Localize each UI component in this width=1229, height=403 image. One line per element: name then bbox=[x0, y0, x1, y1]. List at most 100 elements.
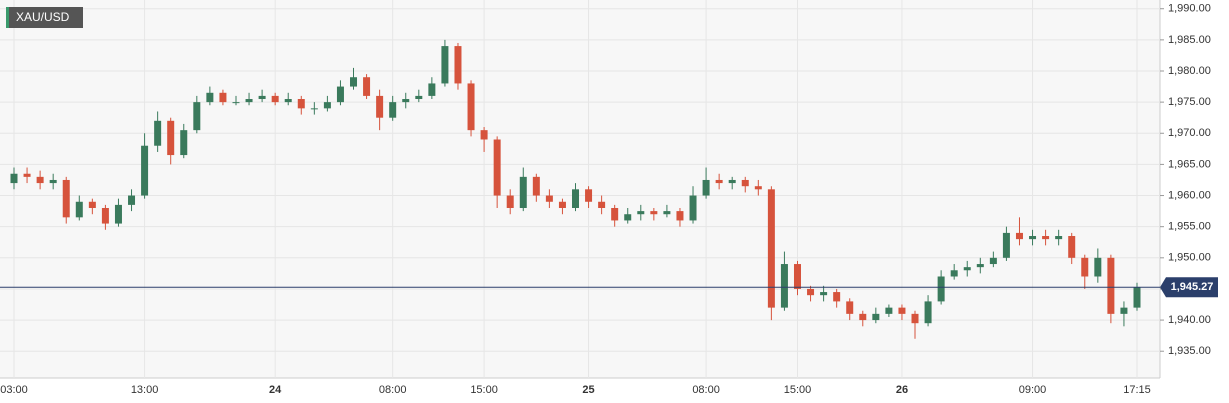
y-tick-label: 1,990.00 bbox=[1168, 3, 1211, 15]
candle-body bbox=[715, 179, 723, 184]
candle-body bbox=[859, 313, 867, 321]
candle-body bbox=[310, 108, 318, 110]
candle-body bbox=[924, 301, 932, 324]
candle-body bbox=[415, 95, 423, 100]
candle-body bbox=[258, 95, 266, 100]
candle-body bbox=[493, 139, 501, 196]
candle-body bbox=[898, 307, 906, 314]
candle-body bbox=[1133, 287, 1141, 308]
candle-body bbox=[441, 46, 449, 84]
candle-body bbox=[480, 130, 488, 140]
candle-body bbox=[676, 211, 684, 221]
candle-body bbox=[689, 195, 697, 221]
candle-body bbox=[545, 195, 553, 202]
candle-body bbox=[650, 211, 658, 215]
x-tick-label: 08:00 bbox=[379, 384, 407, 396]
candle-body bbox=[1002, 232, 1010, 258]
candle-body bbox=[62, 179, 70, 218]
candle-body bbox=[467, 83, 475, 131]
candle-body bbox=[702, 179, 710, 196]
candle-body bbox=[1015, 232, 1023, 240]
candle-body bbox=[911, 313, 919, 324]
y-tick-label: 1,955.00 bbox=[1168, 221, 1211, 233]
candle-body bbox=[454, 46, 462, 84]
candle-body bbox=[363, 77, 371, 96]
candle-body bbox=[872, 313, 880, 321]
candle-body bbox=[36, 176, 44, 184]
plot-area bbox=[0, 0, 1160, 378]
x-tick-label: 15:00 bbox=[470, 384, 498, 396]
candle-body bbox=[336, 86, 344, 103]
candle-body bbox=[23, 173, 31, 177]
y-tick-label: 1,940.00 bbox=[1168, 314, 1211, 326]
candle-body bbox=[519, 176, 527, 208]
candle-body bbox=[428, 83, 436, 96]
y-tick-label: 1,950.00 bbox=[1168, 252, 1211, 264]
y-tick-label: 1,985.00 bbox=[1168, 34, 1211, 46]
x-tick-label: 17:15 bbox=[1123, 384, 1151, 396]
candle-body bbox=[1068, 236, 1076, 258]
candle-body bbox=[114, 204, 122, 224]
y-tick-label: 1,970.00 bbox=[1168, 127, 1211, 139]
x-tick-label: 26 bbox=[896, 384, 908, 396]
candle-body bbox=[624, 214, 632, 221]
candle-body bbox=[219, 92, 227, 103]
candle-body bbox=[976, 264, 984, 268]
candle-body bbox=[376, 95, 384, 118]
candle-body bbox=[271, 95, 279, 103]
candle-body bbox=[793, 264, 801, 289]
candle-body bbox=[950, 270, 958, 277]
candle-body bbox=[141, 145, 149, 196]
candle-body bbox=[780, 264, 788, 308]
price-axis-area bbox=[1160, 0, 1229, 403]
last-price-tag bbox=[1160, 277, 1218, 298]
candle-body bbox=[767, 189, 775, 308]
candle-body bbox=[741, 179, 749, 187]
candle-body bbox=[245, 99, 253, 103]
candle-body bbox=[389, 102, 397, 118]
candle-body bbox=[1055, 236, 1063, 240]
candle-body bbox=[506, 195, 514, 208]
candle-body bbox=[532, 176, 540, 196]
x-tick-label: 15:00 bbox=[784, 384, 812, 396]
candle-body bbox=[75, 201, 83, 218]
candle-body bbox=[232, 102, 240, 104]
candle-body bbox=[728, 179, 736, 184]
candle-body bbox=[154, 120, 162, 146]
y-tick-label: 1,975.00 bbox=[1168, 96, 1211, 108]
candle-body bbox=[88, 201, 96, 208]
candle-body bbox=[846, 301, 854, 314]
candle-body bbox=[284, 99, 292, 103]
candle-body bbox=[1120, 307, 1128, 314]
y-tick-label: 1,960.00 bbox=[1168, 189, 1211, 201]
candle-body bbox=[128, 195, 136, 205]
candle-body bbox=[572, 189, 579, 208]
x-tick-label: 24 bbox=[269, 384, 282, 396]
candle-body bbox=[754, 186, 762, 190]
candle-body bbox=[206, 92, 214, 103]
candle-body bbox=[611, 207, 619, 221]
candle-body bbox=[637, 211, 645, 215]
candle-body bbox=[1107, 257, 1115, 314]
candle-body bbox=[1081, 257, 1089, 277]
y-tick-label: 1,980.00 bbox=[1168, 65, 1211, 77]
last-price-label: 1,945.27 bbox=[1171, 281, 1214, 293]
candle-body bbox=[663, 211, 671, 215]
x-tick-label: 25 bbox=[582, 384, 594, 396]
ticker: XAU/USD bbox=[16, 10, 70, 24]
x-tick-label: 13:00 bbox=[131, 384, 159, 396]
candle-body bbox=[180, 130, 188, 156]
candle-body bbox=[49, 179, 57, 184]
candle-body bbox=[963, 267, 971, 271]
candle-body bbox=[101, 207, 109, 224]
candle-body bbox=[820, 292, 828, 296]
x-tick-label: 08:00 bbox=[692, 384, 720, 396]
candle-body bbox=[885, 307, 893, 314]
candle-body bbox=[1029, 236, 1037, 240]
x-tick-label: 03:00 bbox=[0, 384, 28, 396]
ticker-box bbox=[6, 7, 83, 28]
candle-body bbox=[1094, 257, 1102, 277]
candle-body bbox=[167, 120, 175, 156]
